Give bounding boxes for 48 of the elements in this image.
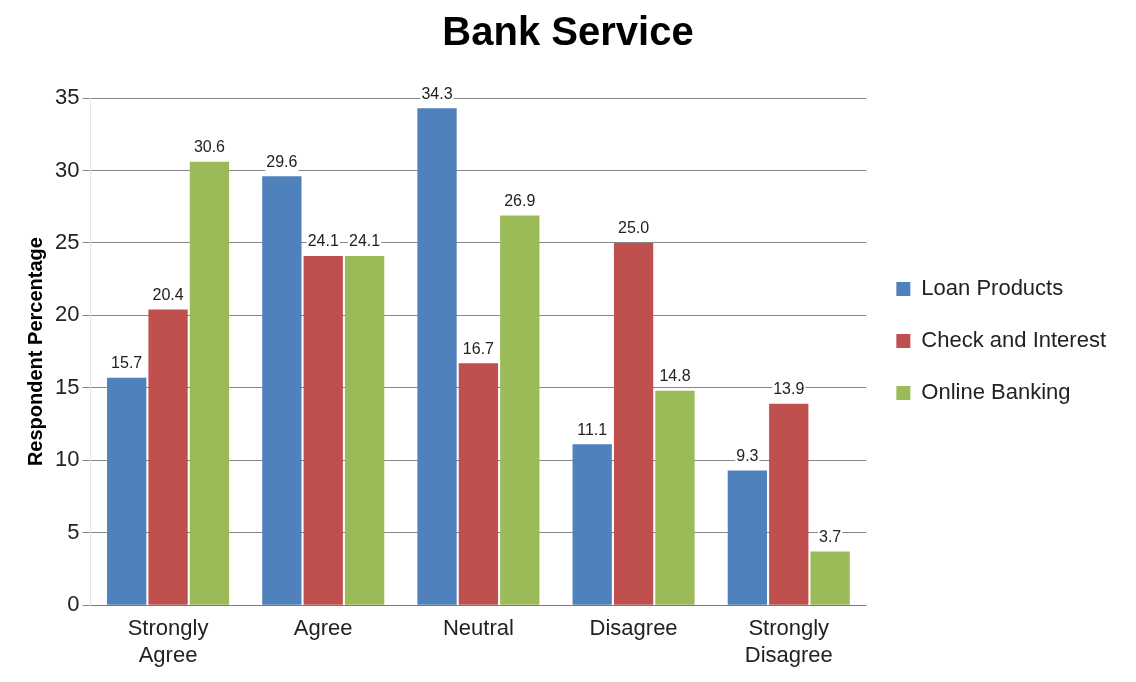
x-tick-label: Strongly Agree [127,615,209,667]
data-label: 24.1 [349,232,381,250]
data-label: 15.7 [111,354,143,372]
x-tick-label: Neutral [442,615,514,641]
data-label: 3.7 [819,527,842,545]
y-tick-label: 30 [54,156,80,182]
bar [262,176,302,605]
bar [613,242,654,605]
chart-title: Bank Service [442,9,694,54]
y-tick-label: 5 [67,518,80,544]
x-tick-label: Agree [293,615,353,641]
y-tick-label: 25 [54,228,80,254]
data-label: 34.3 [421,84,453,102]
bar [107,377,147,605]
y-tick-label: 10 [54,446,80,472]
data-label: 25.0 [618,219,650,237]
y-axis-title: Respondent Percentage [23,237,46,467]
bar [572,444,612,605]
y-tick-label: 20 [54,301,80,327]
data-label: 11.1 [577,420,608,438]
data-label: 13.9 [773,380,805,398]
bar [810,551,850,605]
bar [148,309,188,605]
bar [417,108,457,605]
bar [655,390,695,605]
legend-label: Loan Products [921,275,1064,301]
data-label: 26.9 [504,191,536,209]
legend-label: Online Banking [921,379,1071,405]
data-label: 16.7 [462,339,495,357]
bar [344,255,385,605]
data-label: 24.1 [307,232,339,250]
bar [458,363,499,605]
data-label: 9.3 [736,446,759,464]
legend-label: Check and Interest [921,327,1107,353]
y-tick-label: 0 [67,591,80,617]
bar [500,215,540,605]
x-tick-label: Strongly Disagree [744,615,833,667]
data-label: 30.6 [193,138,226,156]
bar [189,161,230,605]
bar [727,470,768,605]
data-label: 29.6 [266,152,298,170]
x-tick-label: Disagree [589,615,678,641]
y-tick-label: 35 [54,84,80,110]
bar [769,403,809,605]
bar [303,255,343,605]
y-tick-label: 15 [54,373,80,399]
data-label: 20.4 [152,285,184,303]
data-label: 14.8 [659,367,691,385]
